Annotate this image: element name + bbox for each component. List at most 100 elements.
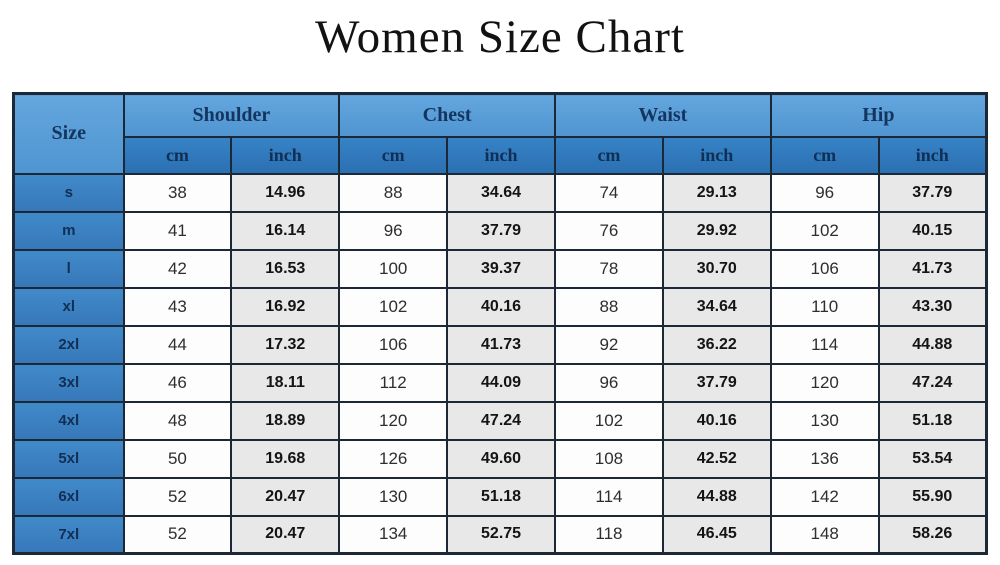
size-label: 5xl [12,438,125,479]
shoulder-cm-value: 52 [122,476,233,517]
waist-cm-value: 96 [554,362,664,403]
table-row: s 38 14.96 88 34.64 74 29.13 96 37.79 [12,172,988,213]
table-row: 6xl 52 20.47 130 51.18 114 44.88 142 55.… [12,476,988,517]
size-label: s [12,172,125,213]
shoulder-inch-value: 19.68 [230,438,341,479]
size-label: 3xl [12,362,125,403]
waist-group-header: Waist [554,92,772,138]
table-row: 5xl 50 19.68 126 49.60 108 42.52 136 53.… [12,438,988,479]
shoulder-cm-value: 44 [122,324,233,365]
shoulder-inch-value: 16.14 [230,210,341,251]
chest-inch-value: 40.16 [446,286,556,327]
chest-inch-value: 44.09 [446,362,556,403]
chest-inch-value: 39.37 [446,248,556,289]
hip-inch-value: 41.73 [877,248,988,289]
size-column-header: Size [12,92,125,175]
chest-inch-value: 37.79 [446,210,556,251]
table-row: 7xl 52 20.47 134 52.75 118 46.45 148 58.… [12,514,988,555]
size-label: l [12,248,125,289]
hip-inch-value: 51.18 [877,400,988,441]
shoulder-inch-value: 16.53 [230,248,341,289]
waist-inch-value: 30.70 [661,248,772,289]
waist-cm-value: 102 [554,400,664,441]
waist-cm-value: 114 [554,476,664,517]
shoulder-inch-value: 18.11 [230,362,341,403]
table-row: 2xl 44 17.32 106 41.73 92 36.22 114 44.8… [12,324,988,365]
hip-group-header: Hip [769,92,988,138]
chest-cm-value: 88 [338,172,449,213]
waist-cm-value: 76 [554,210,664,251]
chest-cm-value: 102 [338,286,449,327]
waist-cm-value: 74 [554,172,664,213]
hip-inch-header: inch [877,135,988,175]
shoulder-cm-value: 42 [122,248,233,289]
shoulder-cm-value: 50 [122,438,233,479]
shoulder-group-header: Shoulder [122,92,341,138]
hip-cm-header: cm [769,135,880,175]
women-size-chart-table: Size Shoulder Chest Waist Hip cm inch cm… [12,92,988,555]
hip-cm-value: 114 [769,324,880,365]
chest-inch-value: 52.75 [446,514,556,555]
group-header-row: Size Shoulder Chest Waist Hip [12,92,988,175]
hip-inch-value: 58.26 [877,514,988,555]
chest-cm-header: cm [338,135,449,175]
shoulder-inch-value: 17.32 [230,324,341,365]
chest-cm-value: 112 [338,362,449,403]
hip-inch-value: 37.79 [877,172,988,213]
hip-cm-value: 120 [769,362,880,403]
hip-cm-value: 106 [769,248,880,289]
table-row: l 42 16.53 100 39.37 78 30.70 106 41.73 [12,248,988,289]
waist-inch-header: inch [661,135,772,175]
waist-cm-value: 88 [554,286,664,327]
hip-inch-value: 40.15 [877,210,988,251]
waist-cm-header: cm [554,135,664,175]
shoulder-inch-header: inch [230,135,341,175]
shoulder-inch-value: 20.47 [230,514,341,555]
hip-cm-value: 96 [769,172,880,213]
hip-inch-value: 55.90 [877,476,988,517]
chest-inch-header: inch [446,135,556,175]
size-label: xl [12,286,125,327]
shoulder-cm-value: 52 [122,514,233,555]
chest-cm-value: 96 [338,210,449,251]
waist-cm-value: 92 [554,324,664,365]
size-label: 7xl [12,514,125,555]
chest-cm-value: 120 [338,400,449,441]
page-title: Women Size Chart [315,11,685,63]
chest-group-header: Chest [338,92,556,138]
shoulder-inch-value: 20.47 [230,476,341,517]
waist-inch-value: 34.64 [661,286,772,327]
waist-inch-value: 36.22 [661,324,772,365]
shoulder-inch-value: 16.92 [230,286,341,327]
size-label: m [12,210,125,251]
hip-inch-value: 44.88 [877,324,988,365]
hip-cm-value: 142 [769,476,880,517]
table-row: xl 43 16.92 102 40.16 88 34.64 110 43.30 [12,286,988,327]
chest-cm-value: 106 [338,324,449,365]
waist-inch-value: 40.16 [661,400,772,441]
waist-inch-value: 29.92 [661,210,772,251]
chest-inch-value: 47.24 [446,400,556,441]
waist-cm-value: 108 [554,438,664,479]
shoulder-inch-value: 18.89 [230,400,341,441]
shoulder-cm-value: 46 [122,362,233,403]
chest-cm-value: 130 [338,476,449,517]
shoulder-cm-value: 43 [122,286,233,327]
hip-cm-value: 148 [769,514,880,555]
waist-cm-value: 78 [554,248,664,289]
chest-cm-value: 100 [338,248,449,289]
waist-inch-value: 42.52 [661,438,772,479]
chest-cm-value: 126 [338,438,449,479]
chest-cm-value: 134 [338,514,449,555]
chest-inch-value: 41.73 [446,324,556,365]
chest-inch-value: 34.64 [446,172,556,213]
table-row: m 41 16.14 96 37.79 76 29.92 102 40.15 [12,210,988,251]
size-label: 2xl [12,324,125,365]
chest-inch-value: 51.18 [446,476,556,517]
hip-inch-value: 53.54 [877,438,988,479]
hip-cm-value: 110 [769,286,880,327]
size-label: 6xl [12,476,125,517]
hip-cm-value: 130 [769,400,880,441]
shoulder-cm-value: 38 [122,172,233,213]
shoulder-cm-header: cm [122,135,233,175]
